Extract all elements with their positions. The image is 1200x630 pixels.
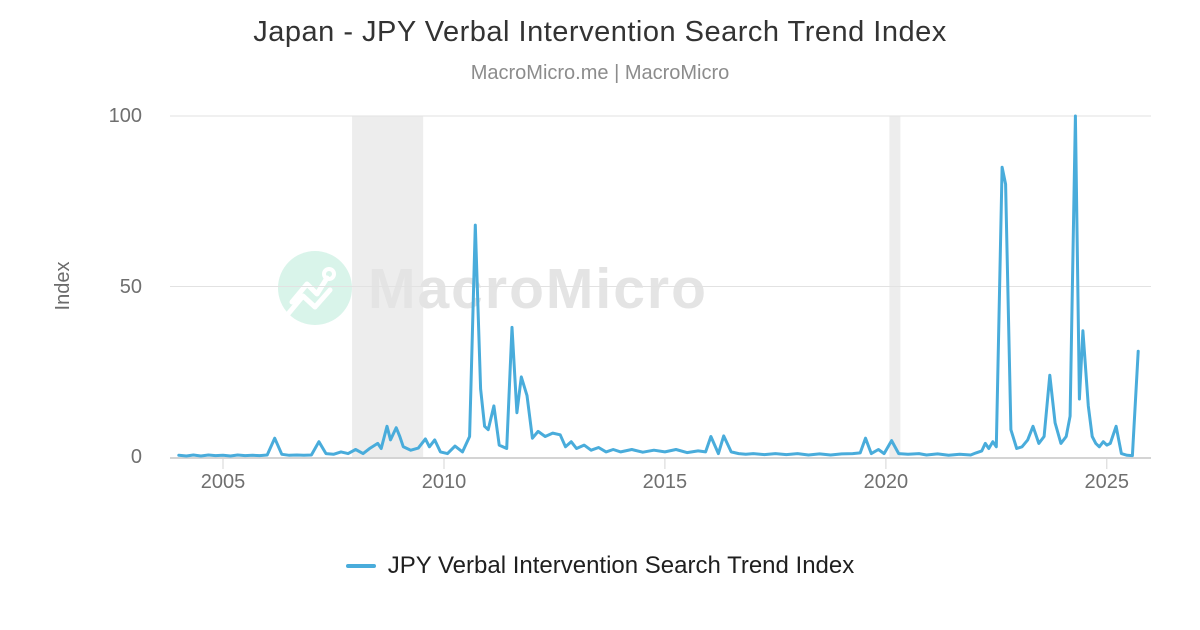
x-tick-label: 2010 (421, 471, 467, 493)
series-line[interactable] (177, 114, 1140, 458)
chart-title: Japan - JPY Verbal Intervention Search T… (253, 16, 947, 48)
x-tick-label: 2025 (1084, 471, 1130, 493)
chart-subtitle: MacroMicro.me | MacroMicro (470, 62, 730, 84)
x-tick-label: 2005 (200, 471, 246, 493)
legend-item[interactable]: JPY Verbal Intervention Search Trend Ind… (0, 552, 1200, 580)
macromicro-logo-dot (322, 267, 336, 281)
x-tick-label: 2015 (642, 471, 688, 493)
macromicro-logo-zigzag-lower (285, 287, 333, 317)
legend-line-swatch (345, 564, 376, 568)
watermark-text: MacroMicro (368, 257, 708, 321)
y-tick-label: 50 (119, 275, 142, 298)
legend-label: JPY Verbal Intervention Search Trend Ind… (387, 552, 855, 579)
y-tick-label: 100 (108, 105, 142, 127)
x-tick-label: 2020 (863, 471, 909, 493)
y-tick-label: 0 (130, 446, 142, 468)
